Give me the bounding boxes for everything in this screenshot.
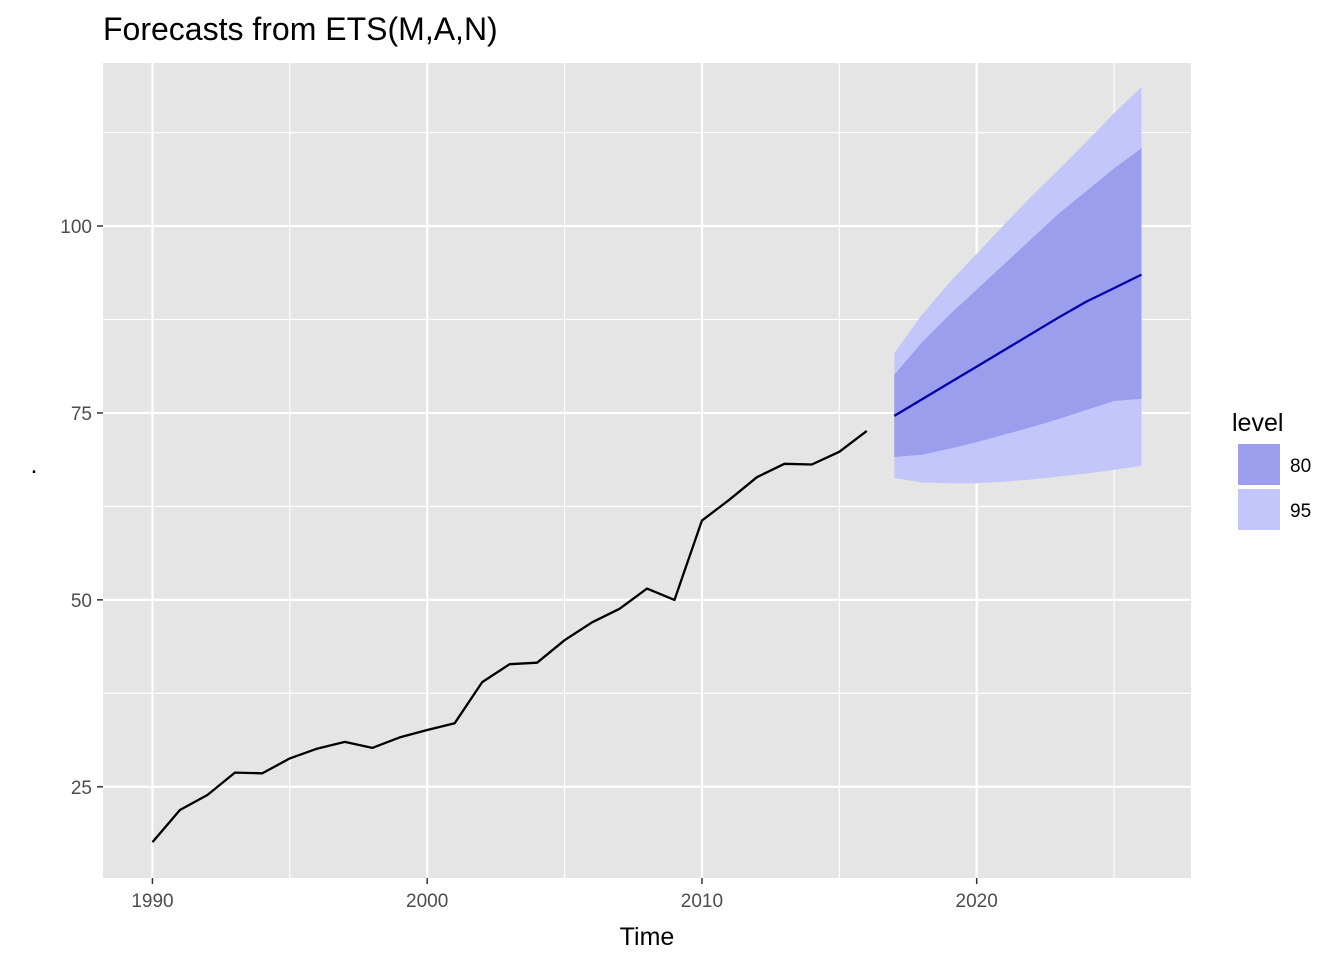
- y-axis-ticks: 25 50 75 100: [60, 217, 103, 799]
- forecast-mean-line: [893, 273, 1143, 417]
- y-tick-label: 25: [71, 778, 92, 799]
- legend-key-80: [1238, 444, 1280, 485]
- observed-line: [151, 429, 868, 843]
- legend-label-80: 80: [1290, 456, 1311, 477]
- major-gridlines: [103, 63, 1191, 878]
- x-axis-ticks: 1990 2000 2010 2020: [131, 878, 998, 912]
- y-axis-title: .: [31, 451, 38, 479]
- y-tick-label: 50: [71, 591, 92, 612]
- x-axis-title: Time: [620, 923, 675, 951]
- legend: level 80 95: [1232, 409, 1311, 530]
- x-tick-label: 2020: [956, 891, 998, 912]
- chart-title: Forecasts from ETS(M,A,N): [103, 11, 498, 47]
- x-tick-label: 1990: [131, 891, 173, 912]
- x-tick-label: 2010: [681, 891, 723, 912]
- y-tick-label: 100: [60, 217, 92, 238]
- legend-key-95: [1238, 489, 1280, 530]
- legend-label-95: 95: [1290, 501, 1311, 522]
- legend-title: level: [1232, 409, 1283, 437]
- y-tick-label: 75: [71, 404, 92, 425]
- x-tick-label: 2000: [406, 891, 448, 912]
- series-lines: [151, 273, 1143, 843]
